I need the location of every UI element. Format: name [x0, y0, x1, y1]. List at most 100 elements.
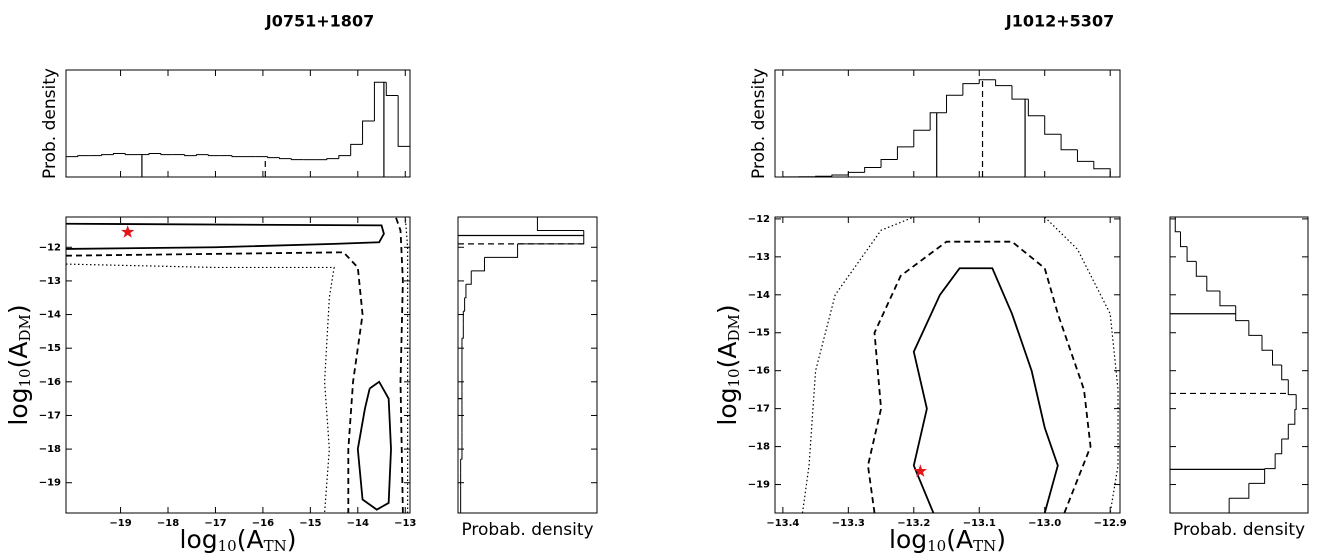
y-tick-label: −14	[748, 290, 770, 301]
histogram-bin	[326, 158, 339, 160]
histogram-bin	[1272, 350, 1282, 366]
y-tick-label: −16	[748, 366, 770, 377]
label-part: log	[713, 387, 742, 425]
histogram-bin	[148, 153, 161, 155]
histogram-bin	[124, 153, 138, 156]
histogram-bin	[397, 95, 411, 177]
y-tick-label: −18	[39, 444, 61, 455]
label-part: )	[287, 525, 297, 554]
label-subscript: 10	[16, 368, 34, 387]
histogram-bin	[847, 171, 865, 176]
y-tick-label: −15	[39, 343, 61, 354]
label-part: )	[996, 525, 1006, 554]
label-subscript: DM	[16, 314, 34, 341]
histogram-bin	[1186, 246, 1197, 262]
axes-frame	[774, 216, 1121, 514]
axis-label: log10(ATN)	[889, 525, 1006, 555]
histogram-bin	[1093, 161, 1111, 177]
histogram-bin	[471, 257, 485, 272]
histogram-bin	[195, 154, 209, 156]
x-tick-label: −13	[394, 518, 416, 529]
histogram-bin	[290, 158, 304, 161]
y-tick-label: −12	[748, 214, 770, 225]
x-tick-label: −13.1	[963, 518, 996, 529]
axis-label: log10(ADM)	[4, 304, 34, 425]
histogram-bin	[1261, 335, 1273, 351]
histogram-bin	[1248, 320, 1262, 336]
histogram-bin	[1281, 365, 1289, 381]
histogram-bin	[112, 153, 126, 155]
histogram-bin	[458, 216, 584, 231]
histogram-bin	[101, 154, 114, 156]
histogram-bin	[1027, 99, 1045, 117]
label-subscript: TN	[264, 537, 287, 555]
x-tick-label: −19	[109, 518, 131, 529]
contour	[66, 217, 404, 513]
histogram-bin	[1281, 424, 1289, 440]
y-tick-label: −17	[39, 410, 61, 421]
label-part: (A	[713, 342, 742, 369]
histogram-bin	[77, 155, 90, 157]
y-tick-label: −16	[39, 377, 61, 388]
label-part: log	[889, 525, 927, 554]
contour	[66, 217, 409, 513]
y-tick-label: −17	[748, 404, 770, 415]
label-subscript: DM	[725, 314, 743, 341]
histogram-bin	[461, 324, 464, 339]
label-part: (A	[4, 342, 33, 369]
label-part: log	[180, 525, 218, 554]
axes-frame	[65, 216, 411, 514]
histogram-bin	[1195, 261, 1207, 277]
x-tick-label: −15	[299, 518, 321, 529]
label-subscript: TN	[973, 537, 996, 555]
contour	[867, 240, 1092, 513]
x-axis-label: Probab. density	[1173, 520, 1305, 540]
histogram-bin	[279, 157, 292, 160]
contour	[66, 222, 392, 511]
y-tick-label: −13	[39, 276, 61, 287]
y-tick-label: −19	[39, 478, 61, 489]
histogram-bin	[978, 79, 996, 84]
y-axis-label: Prob. density	[749, 68, 769, 179]
y-tick-label: −19	[748, 480, 770, 491]
histogram-bin	[1076, 149, 1094, 162]
histogram-bin	[484, 243, 519, 258]
x-tick-label: −12.9	[1094, 518, 1127, 529]
histogram-bin	[362, 120, 375, 145]
histogram-bin	[160, 153, 173, 156]
histogram-bin	[1229, 483, 1250, 499]
histogram-bin	[385, 82, 399, 96]
x-tick-label: −13.0	[1028, 518, 1061, 529]
histogram-bin	[373, 81, 387, 121]
histogram-bin	[517, 230, 585, 245]
histogram-bin	[929, 112, 947, 131]
histogram-bin	[995, 79, 1012, 87]
x-tick-label: −13.2	[897, 518, 930, 529]
histogram-bin	[831, 174, 849, 177]
histogram-bin	[880, 158, 898, 168]
histogram-bin	[962, 83, 980, 96]
histogram-bin	[1170, 498, 1230, 514]
y-tick-label: −18	[748, 442, 770, 453]
histogram-bin	[864, 166, 882, 173]
histogram-bin	[1248, 468, 1266, 484]
label-part: (A	[237, 525, 264, 554]
histogram-bin	[1294, 394, 1297, 410]
histogram-bin	[1219, 291, 1236, 307]
label-subscript: 10	[218, 537, 237, 555]
label-part: )	[713, 304, 742, 314]
contour	[912, 267, 1059, 513]
axes-frame	[65, 69, 411, 178]
histogram-bin	[184, 154, 197, 157]
contour	[801, 217, 1119, 513]
histogram-bin	[1275, 439, 1283, 455]
marker-star	[121, 225, 135, 238]
axes-frame	[774, 69, 1121, 178]
histogram-bin	[338, 155, 351, 159]
x-tick-label: −16	[252, 518, 274, 529]
histogram-bin	[1011, 85, 1029, 100]
axis-label: log10(ADM)	[713, 304, 743, 425]
histogram-bin	[464, 284, 467, 299]
y-axis-label: Prob. density	[40, 68, 60, 179]
